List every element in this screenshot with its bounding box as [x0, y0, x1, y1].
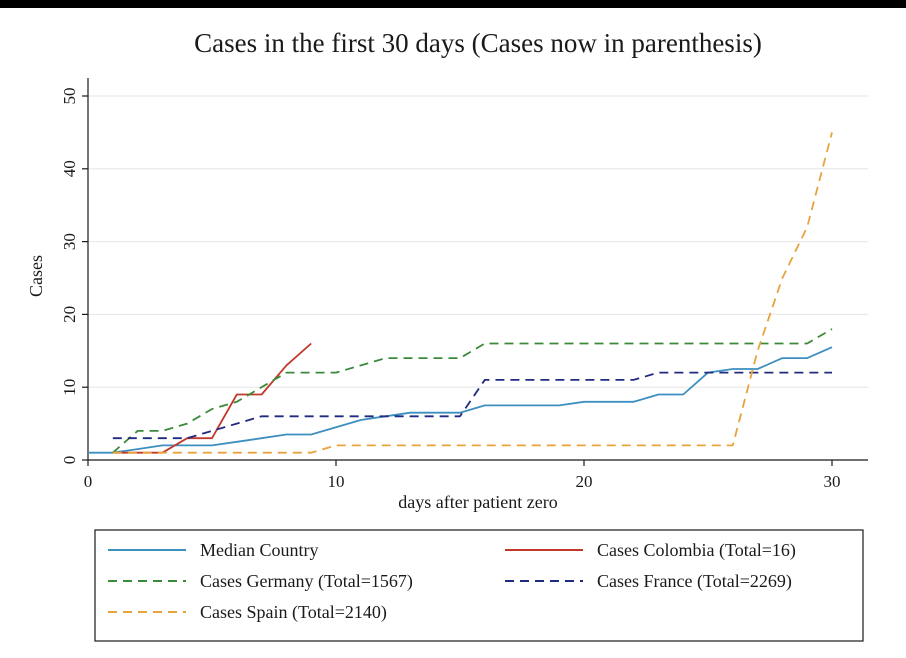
series-lines [88, 132, 833, 454]
y-tick-label-2: 20 [60, 306, 79, 323]
series-line-4 [112, 132, 833, 454]
x-tick-label-0: 0 [84, 472, 93, 491]
x-axis-label: days after patient zero [398, 492, 557, 512]
x-tick-label-3: 30 [824, 472, 841, 491]
grid-lines [88, 95, 868, 388]
y-tick-label-1: 10 [60, 379, 79, 396]
y-tick-label-4: 40 [60, 160, 79, 177]
chart-frame: Cases in the first 30 days (Cases now in… [0, 8, 906, 658]
x-tick-label-1: 10 [328, 472, 345, 491]
y-tick-label-5: 50 [60, 88, 79, 105]
legend-label-4: Cases Spain (Total=2140) [200, 602, 387, 623]
legend-label-2: Cases Germany (Total=1567) [200, 571, 413, 592]
y-tick-label-3: 30 [60, 233, 79, 250]
chart-title: Cases in the first 30 days (Cases now in… [194, 28, 762, 58]
line-chart: Cases in the first 30 days (Cases now in… [0, 8, 906, 658]
legend-label-0: Median Country [200, 540, 319, 560]
legend-label-1: Cases Colombia (Total=16) [597, 540, 796, 561]
y-tick-label-0: 0 [60, 456, 79, 465]
tick-labels: 0 10 20 30 40 50 0 10 20 30 [60, 88, 841, 492]
axes [82, 78, 868, 466]
legend-box [94, 529, 864, 642]
x-tick-label-2: 20 [576, 472, 593, 491]
legend-label-3: Cases France (Total=2269) [597, 571, 792, 592]
y-axis-label: Cases [26, 255, 46, 297]
legend: Median Country Cases Colombia (Total=16) C… [94, 529, 864, 642]
series-line-3 [112, 371, 832, 440]
